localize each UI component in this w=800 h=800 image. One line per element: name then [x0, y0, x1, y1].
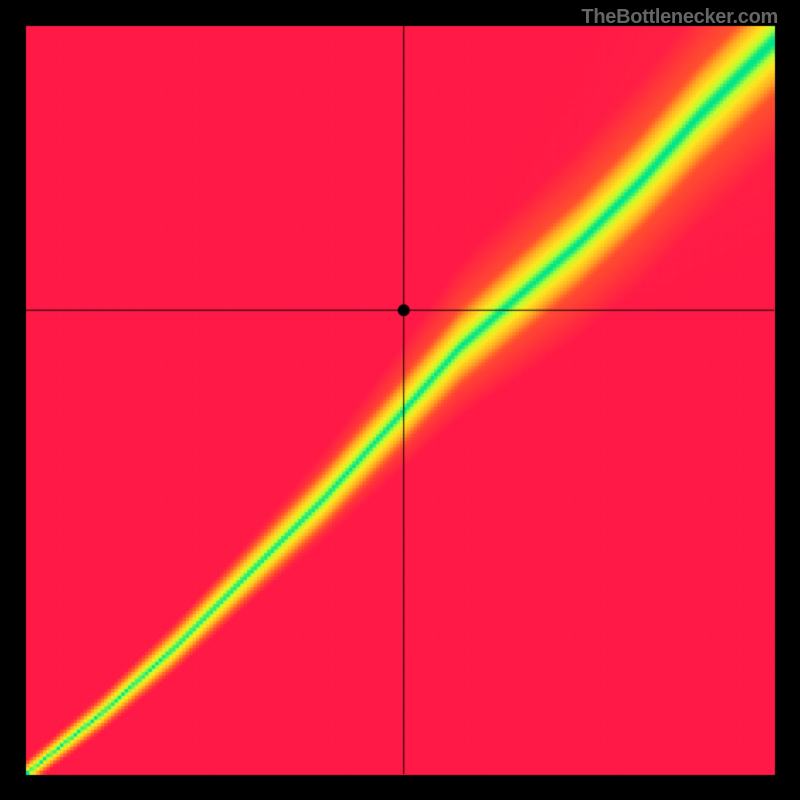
heatmap-canvas: [0, 0, 800, 800]
watermark-text: TheBottlenecker.com: [581, 6, 778, 29]
chart-container: TheBottlenecker.com: [0, 0, 800, 800]
